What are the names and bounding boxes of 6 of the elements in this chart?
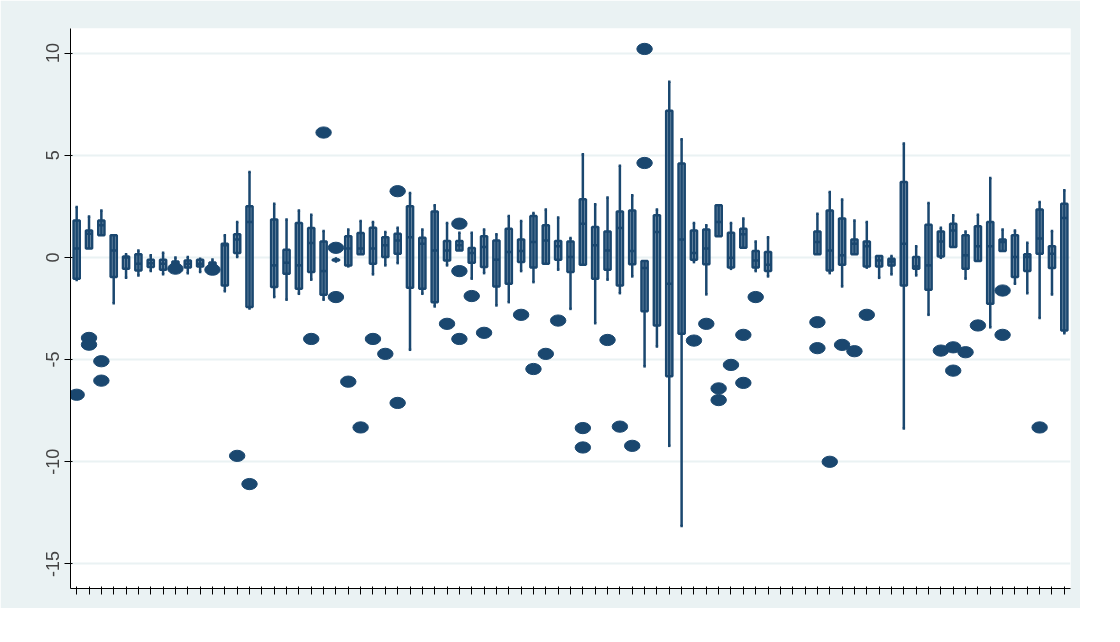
y-tick-label: 5 — [43, 150, 64, 161]
y-tick-label: 10 — [43, 43, 64, 64]
y-tick-label: -10 — [43, 448, 64, 475]
y-tick-label: -15 — [43, 550, 64, 577]
y-tick-label: -5 — [43, 351, 64, 368]
y-tick-label: 0 — [43, 252, 64, 263]
